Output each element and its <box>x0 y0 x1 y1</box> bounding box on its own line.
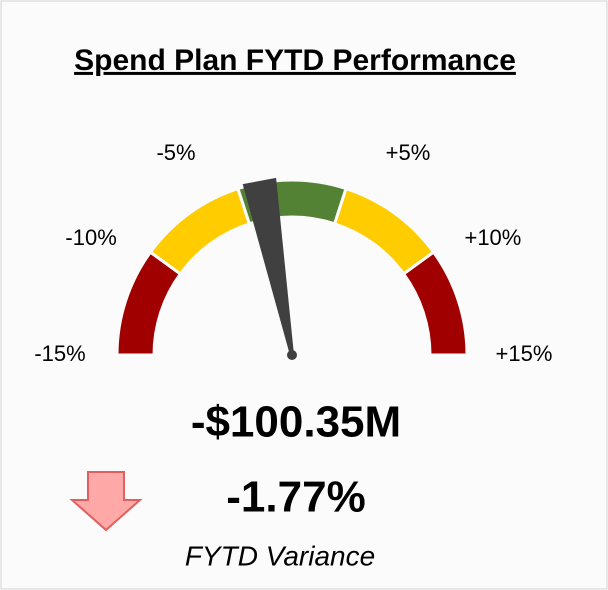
tick-label: +5% <box>386 140 431 165</box>
subtitle: FYTD Variance <box>185 540 375 571</box>
tick-label: +15% <box>496 341 553 366</box>
gauge-band <box>401 250 469 357</box>
chart-title: Spend Plan FYTD Performance <box>74 44 516 77</box>
gauge-needle <box>242 177 294 356</box>
tick-label: -5% <box>156 140 195 165</box>
down-arrow-icon <box>69 471 143 532</box>
tick-label: +10% <box>464 225 521 250</box>
variance-amount: -$100.35M <box>191 398 401 447</box>
variance-percent: -1.77% <box>226 473 365 522</box>
needle-hub <box>287 350 297 360</box>
tick-label: -15% <box>34 341 85 366</box>
tick-label: -10% <box>65 225 116 250</box>
